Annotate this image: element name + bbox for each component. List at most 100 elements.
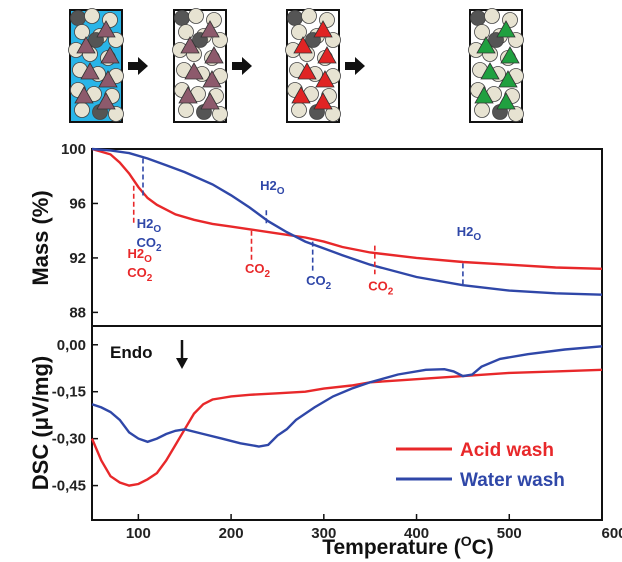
sphere bbox=[508, 106, 524, 122]
series-line-acid bbox=[90, 368, 603, 487]
triangle-particle bbox=[204, 46, 224, 64]
dsc-y-axis-label: DSC (μV/mg) bbox=[28, 356, 53, 490]
sphere bbox=[291, 24, 307, 40]
triangle-particle bbox=[200, 92, 220, 110]
triangle-particle bbox=[96, 92, 116, 110]
x-tick-label: 600 bbox=[601, 525, 622, 542]
sphere bbox=[474, 102, 490, 118]
triangle-particle bbox=[200, 20, 220, 38]
triangle-particle bbox=[500, 46, 520, 64]
x-tick-label: 500 bbox=[497, 525, 522, 542]
dsc-y-ticks: 0,00 -0,15 -0,30 -0,45 bbox=[52, 337, 98, 495]
y-tick-label: -0,45 bbox=[52, 478, 86, 495]
right-arrow-icon bbox=[345, 57, 365, 75]
sphere bbox=[212, 106, 228, 122]
y-tick-label: 96 bbox=[69, 195, 86, 212]
x-tick-label: 100 bbox=[126, 525, 151, 542]
y-tick-label: -0,15 bbox=[52, 384, 86, 401]
triangle-particle bbox=[313, 20, 333, 38]
legend: Acid wash Water wash bbox=[396, 440, 565, 491]
legend-label-acid: Acid wash bbox=[460, 440, 554, 461]
endo-label: Endo bbox=[110, 343, 153, 362]
dsc-series bbox=[90, 345, 603, 487]
triangle-particle bbox=[293, 36, 313, 54]
annotation-label: CO2 bbox=[245, 261, 271, 280]
right-arrow-icon bbox=[128, 57, 148, 75]
schematic-step bbox=[468, 8, 524, 123]
annotation-label: H2O bbox=[457, 224, 482, 243]
legend-label-water: Water wash bbox=[460, 470, 565, 491]
triangle-particle bbox=[498, 70, 518, 88]
y-tick-label: 92 bbox=[69, 250, 86, 267]
triangle-particle bbox=[480, 62, 500, 80]
series-line-acid bbox=[91, 147, 603, 270]
triangle-particle bbox=[474, 86, 494, 104]
sphere bbox=[178, 102, 194, 118]
triangle-particle bbox=[96, 20, 116, 38]
sphere bbox=[470, 10, 486, 26]
triangle-particle bbox=[317, 46, 337, 64]
y-tick-label: -0,30 bbox=[52, 431, 86, 448]
annotation-label: H2O bbox=[137, 216, 162, 235]
sphere bbox=[70, 10, 86, 26]
mass-series bbox=[91, 147, 603, 296]
triangle-particle bbox=[184, 62, 204, 80]
annotation-label: CO2 bbox=[306, 273, 332, 292]
triangle-particle bbox=[297, 62, 317, 80]
down-arrow-icon bbox=[176, 340, 188, 369]
sphere bbox=[291, 102, 307, 118]
sphere bbox=[484, 8, 500, 24]
sphere bbox=[301, 8, 317, 24]
mass-y-ticks: 100 96 92 88 bbox=[61, 141, 98, 321]
dsc-plot-frame bbox=[91, 325, 603, 521]
sphere bbox=[474, 24, 490, 40]
y-tick-label: 100 bbox=[61, 141, 86, 158]
triangle-particle bbox=[202, 70, 222, 88]
triangle-particle bbox=[76, 36, 96, 54]
sphere bbox=[74, 102, 90, 118]
x-tick-label: 300 bbox=[311, 525, 336, 542]
mass-y-axis-label: Mass (%) bbox=[28, 190, 53, 285]
x-tick-label: 400 bbox=[404, 525, 429, 542]
sphere bbox=[325, 106, 341, 122]
dsc-x-ticks: 100 200 300 400 500 600 bbox=[126, 514, 622, 542]
triangle-particle bbox=[178, 86, 198, 104]
annotation-label: H2O bbox=[260, 178, 285, 197]
triangle-particle bbox=[315, 70, 335, 88]
series-line-water bbox=[91, 345, 603, 448]
x-axis-label: Temperature (OC) bbox=[322, 533, 494, 559]
triangle-particle bbox=[313, 92, 333, 110]
sphere bbox=[188, 8, 204, 24]
sphere bbox=[174, 10, 190, 26]
annotation-label: CO2 bbox=[127, 265, 153, 284]
triangle-particle bbox=[80, 62, 100, 80]
annotation-label: CO2 bbox=[136, 235, 162, 254]
triangle-particle bbox=[180, 36, 200, 54]
series-line-water bbox=[91, 147, 603, 296]
triangle-particle bbox=[74, 86, 94, 104]
triangle-particle bbox=[291, 86, 311, 104]
schematic-step bbox=[285, 8, 341, 123]
triangle-particle bbox=[496, 92, 516, 110]
triangle-particle bbox=[98, 70, 118, 88]
schematic-step bbox=[68, 8, 124, 123]
triangle-particle bbox=[496, 20, 516, 38]
sphere bbox=[108, 106, 124, 122]
triangle-particle bbox=[476, 36, 496, 54]
sphere bbox=[178, 24, 194, 40]
schematic-step bbox=[172, 8, 228, 123]
reaction-schematic bbox=[68, 8, 524, 123]
annotation-label: CO2 bbox=[368, 279, 394, 298]
dsc-panel: 0,00 -0,15 -0,30 -0,45 100 200 300 400 500 600 E… bbox=[28, 325, 622, 542]
x-tick-label: 200 bbox=[219, 525, 244, 542]
mass-plot-frame bbox=[91, 148, 603, 327]
sphere bbox=[287, 10, 303, 26]
sphere bbox=[74, 24, 90, 40]
right-arrow-icon bbox=[232, 57, 252, 75]
triangle-particle bbox=[100, 46, 120, 64]
sphere bbox=[84, 8, 100, 24]
y-tick-label: 0,00 bbox=[57, 337, 86, 354]
